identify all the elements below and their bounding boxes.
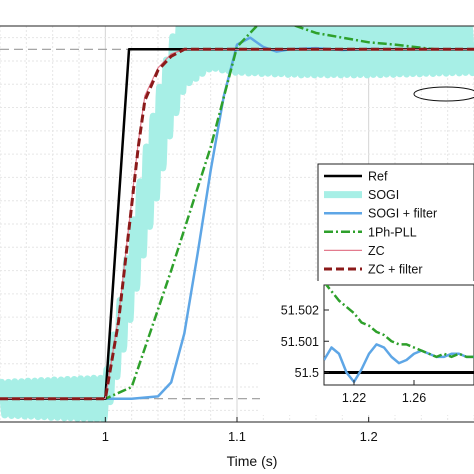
series-line-1ph-pll [0, 26, 474, 400]
legend-label: SOGI + filter [368, 207, 437, 221]
inset-series-group [324, 285, 474, 384]
x-axis-label: Time (s) [227, 453, 278, 469]
legend: Ref SOGI SOGI + filter 1Ph-PLL ZC ZC + filter [317, 163, 474, 283]
x-tick-label: 1 [102, 429, 109, 444]
legend-label: ZC [368, 244, 385, 258]
main-x-axis: 1 1.1 1.2 [102, 417, 378, 444]
inset-x-tick-label: 1.26 [402, 391, 426, 405]
legend-box [317, 163, 474, 283]
x-tick-label: 1.1 [228, 429, 246, 444]
inset-y-tick-label: 51.501 [281, 335, 319, 349]
legend-label: Ref [368, 170, 388, 184]
zoom-region-marker [413, 86, 474, 102]
inset-series-line-sogi-filter [324, 343, 474, 384]
legend-label: SOGI [368, 188, 399, 202]
x-tick-label: 1.2 [360, 429, 378, 444]
inset-y-tick-label: 51.502 [281, 304, 319, 318]
legend-label: ZC + filter [368, 263, 423, 277]
inset-x-tick-label: 1.22 [342, 391, 366, 405]
inset-zoom-plot: 51.5 51.501 51.502 1.22 1.26 [260, 281, 474, 415]
legend-label: 1Ph-PLL [368, 225, 417, 239]
inset-frame [323, 284, 474, 386]
inset-y-tick-label: 51.5 [295, 366, 319, 380]
inset-series-line-1ph-pll [324, 285, 474, 359]
series-line-zc-filter [0, 47, 474, 401]
main-series-group [0, 26, 474, 422]
